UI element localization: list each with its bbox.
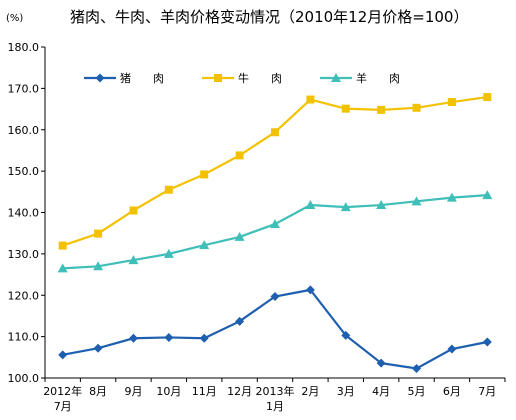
data-point [58, 350, 68, 360]
data-point [412, 363, 422, 373]
y-tick-label: 150.0 [8, 165, 40, 178]
data-point [482, 337, 492, 347]
data-point [483, 93, 492, 102]
data-point [93, 261, 104, 271]
data-point [129, 206, 138, 215]
data-point [128, 255, 139, 265]
data-point [411, 196, 422, 206]
x-tick-label: 4月 [372, 385, 390, 398]
x-tick-label: 6月 [443, 385, 461, 398]
data-point [412, 103, 421, 112]
x-tick-label: 5月 [408, 385, 426, 398]
x-tick-label: 7月 [478, 385, 496, 398]
y-axis-unit: (%) [6, 13, 23, 24]
data-point [94, 229, 103, 238]
x-tick-label: 2013年 [256, 384, 295, 398]
data-point [482, 190, 493, 200]
data-point [93, 343, 103, 353]
data-point [214, 74, 222, 82]
axes: 100.0 110.0 120.0 130.0 140.0 150.0 160.0 170.0… [8, 41, 506, 413]
series-1 [58, 285, 492, 373]
data-point [235, 316, 245, 326]
series-line [62, 288, 488, 370]
data-point [331, 73, 341, 82]
y-tick-label: 160.0 [8, 124, 40, 137]
y-tick-label: 130.0 [8, 248, 40, 261]
data-point [200, 170, 209, 179]
legend-item: 羊 肉 [320, 71, 400, 85]
data-point [57, 263, 68, 273]
data-point [128, 333, 138, 343]
data-point [271, 128, 279, 137]
x-tick-label: 10月 [156, 385, 181, 398]
x-tick-label: 3月 [337, 385, 355, 398]
data-point [305, 285, 315, 295]
data-point [270, 219, 280, 229]
data-point [235, 151, 244, 160]
x-tick-label: 2012年 [43, 384, 82, 398]
series-line [62, 194, 488, 270]
data-point [341, 104, 350, 113]
data-point [306, 95, 315, 104]
data-point [199, 333, 209, 343]
series-2 [58, 93, 492, 250]
data-point [447, 344, 457, 354]
y-tick-label: 180.0 [8, 41, 40, 54]
data-point [377, 105, 386, 114]
chart-title: 猪肉、牛肉、羊肉价格变动情况（2010年12月价格=100） [70, 8, 468, 26]
y-tick-label: 170.0 [8, 82, 40, 95]
data-point [341, 330, 351, 340]
y-tick-label: 140.0 [8, 207, 40, 220]
legend-item: 猪 肉 [84, 72, 164, 85]
data-point [199, 240, 210, 250]
legend-label: 羊 肉 [356, 71, 400, 85]
data-point [234, 231, 245, 241]
data-point [340, 202, 351, 212]
legend-item: 牛 肉 [202, 71, 282, 85]
x-tick-label: 8月 [89, 385, 107, 398]
data-point [270, 291, 280, 301]
legend-label: 牛 肉 [238, 71, 282, 85]
legend: 猪 肉牛 肉羊 肉 [84, 71, 400, 85]
data-point [447, 98, 456, 107]
y-tick-label: 100.0 [8, 372, 40, 385]
series-3 [57, 190, 493, 273]
data-point [164, 185, 173, 194]
x-tick-label: 11月 [192, 385, 217, 398]
data-point [163, 248, 174, 258]
series-lines [57, 93, 493, 373]
legend-label: 猪 肉 [120, 72, 164, 85]
data-point [446, 192, 457, 202]
data-point [376, 358, 386, 368]
data-point [164, 332, 174, 342]
x-tick-label: 1月 [266, 400, 284, 413]
data-point [305, 200, 316, 210]
x-tick-label: 9月 [124, 385, 142, 398]
data-point [58, 241, 67, 250]
data-point [376, 200, 387, 210]
x-tick-label: 12月 [227, 385, 252, 398]
y-tick-label: 110.0 [8, 331, 40, 344]
y-tick-label: 120.0 [8, 289, 40, 302]
x-tick-label: 2月 [301, 385, 319, 398]
data-point [95, 73, 105, 83]
x-tick-label: 7月 [54, 400, 72, 413]
